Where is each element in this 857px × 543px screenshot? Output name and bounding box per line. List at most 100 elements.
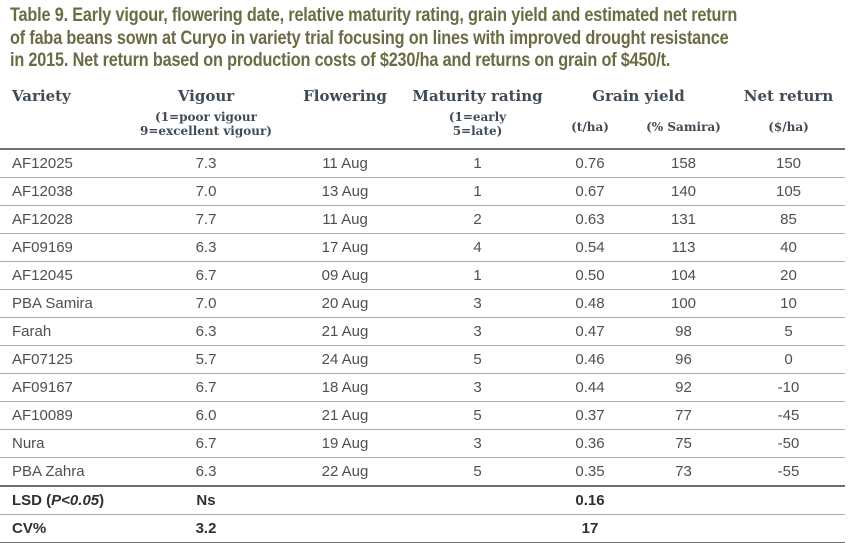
cell-empty xyxy=(732,486,845,515)
cell-net-return: 20 xyxy=(732,261,845,290)
table-row: AF07125 5.7 24 Aug 5 0.46 96 0 xyxy=(0,345,845,374)
cell-empty xyxy=(280,514,410,543)
cell-net-return: 10 xyxy=(732,289,845,318)
cell-flowering: 09 Aug xyxy=(280,261,410,290)
cell-net-return: 150 xyxy=(732,149,845,178)
cell-vigour: 6.7 xyxy=(132,373,280,402)
cell-empty xyxy=(732,514,845,543)
lsd-row: LSD (P<0.05) Ns 0.16 xyxy=(0,486,845,515)
cell-flowering: 21 Aug xyxy=(280,317,410,346)
lsd-label-suffix: ) xyxy=(99,492,105,509)
cell-maturity: 5 xyxy=(410,457,545,487)
cell-maturity: 4 xyxy=(410,233,545,262)
cell-variety: AF09169 xyxy=(0,233,132,262)
cell-empty xyxy=(410,514,545,543)
cell-vigour: 7.3 xyxy=(132,149,280,178)
cell-maturity: 3 xyxy=(410,289,545,318)
header-unit-dollars-ha: ($/ha) xyxy=(732,108,845,150)
cell-maturity: 3 xyxy=(410,317,545,346)
cell-net-return: -55 xyxy=(732,457,845,487)
header-maturity-scale: (1=early 5=late) xyxy=(410,108,545,150)
header-unit-t-ha: (t/ha) xyxy=(545,108,635,150)
cell-yield-t-ha: 0.63 xyxy=(545,205,635,234)
header-row-sub: (1=poor vigour 9=excellent vigour) (1=ea… xyxy=(0,108,845,150)
cell-yield-t-ha: 0.35 xyxy=(545,457,635,487)
header-row-main: Variety Vigour Flowering Maturity rating… xyxy=(0,84,845,150)
caption-line-1: Table 9. Early vigour, flowering date, r… xyxy=(10,5,738,26)
cell-net-return: 40 xyxy=(732,233,845,262)
cell-maturity: 1 xyxy=(410,149,545,178)
table-row: AF10089 6.0 21 Aug 5 0.37 77 -45 xyxy=(0,401,845,430)
cell-flowering: 17 Aug xyxy=(280,233,410,262)
cell-cv-yield: 17 xyxy=(545,514,635,543)
caption-line-3: in 2015. Net return based on production … xyxy=(10,50,671,71)
cell-cv-label: CV% xyxy=(0,514,132,543)
header-flowering: Flowering xyxy=(280,84,410,150)
caption-line-2: of faba beans sown at Curyo in variety t… xyxy=(10,27,729,49)
cell-yield-t-ha: 0.36 xyxy=(545,429,635,458)
cell-flowering: 18 Aug xyxy=(280,373,410,402)
cell-net-return: 105 xyxy=(732,177,845,206)
table-row: AF09169 6.3 17 Aug 4 0.54 113 40 xyxy=(0,233,845,262)
cell-pct-samira: 104 xyxy=(635,261,732,290)
table-row: AF12028 7.7 11 Aug 2 0.63 131 85 xyxy=(0,205,845,234)
header-maturity-rating: Maturity rating xyxy=(412,87,543,105)
table-row: PBA Samira 7.0 20 Aug 3 0.48 100 10 xyxy=(0,289,845,318)
cell-flowering: 11 Aug xyxy=(280,149,410,178)
cell-flowering: 22 Aug xyxy=(280,457,410,487)
cell-flowering: 13 Aug xyxy=(280,177,410,206)
cell-yield-t-ha: 0.67 xyxy=(545,177,635,206)
cell-yield-t-ha: 0.47 xyxy=(545,317,635,346)
cell-vigour: 6.3 xyxy=(132,233,280,262)
header-variety: Variety xyxy=(0,84,132,150)
header-vigour: Vigour xyxy=(177,87,235,105)
cell-vigour: 6.3 xyxy=(132,317,280,346)
cell-flowering: 21 Aug xyxy=(280,401,410,430)
variety-trial-table: Variety Vigour Flowering Maturity rating… xyxy=(0,84,845,543)
cell-flowering: 11 Aug xyxy=(280,205,410,234)
cell-net-return: 85 xyxy=(732,205,845,234)
cell-maturity: 5 xyxy=(410,401,545,430)
cell-yield-t-ha: 0.54 xyxy=(545,233,635,262)
cell-variety: AF09167 xyxy=(0,373,132,402)
cell-flowering: 19 Aug xyxy=(280,429,410,458)
cell-yield-t-ha: 0.76 xyxy=(545,149,635,178)
cell-net-return: -10 xyxy=(732,373,845,402)
table-body: AF12025 7.3 11 Aug 1 0.76 158 150 AF1203… xyxy=(0,149,845,543)
cell-net-return: -45 xyxy=(732,401,845,430)
cell-yield-t-ha: 0.46 xyxy=(545,345,635,374)
cell-pct-samira: 77 xyxy=(635,401,732,430)
table-row: AF12025 7.3 11 Aug 1 0.76 158 150 xyxy=(0,149,845,178)
header-unit-pct-samira: (% Samira) xyxy=(635,108,732,150)
cell-pct-samira: 100 xyxy=(635,289,732,318)
cell-pct-samira: 98 xyxy=(635,317,732,346)
table-header: Variety Vigour Flowering Maturity rating… xyxy=(0,84,845,150)
table-row: AF12045 6.7 09 Aug 1 0.50 104 20 xyxy=(0,261,845,290)
lsd-label-pvalue: P<0.05 xyxy=(51,492,100,509)
table-caption: Table 9. Early vigour, flowering date, r… xyxy=(10,5,737,73)
cell-maturity: 3 xyxy=(410,429,545,458)
cell-yield-t-ha: 0.44 xyxy=(545,373,635,402)
cell-pct-samira: 92 xyxy=(635,373,732,402)
cell-pct-samira: 75 xyxy=(635,429,732,458)
cell-variety: PBA Zahra xyxy=(0,457,132,487)
cell-pct-samira: 158 xyxy=(635,149,732,178)
cell-yield-t-ha: 0.37 xyxy=(545,401,635,430)
table-row: Nura 6.7 19 Aug 3 0.36 75 -50 xyxy=(0,429,845,458)
header-grain-yield: Grain yield xyxy=(592,87,685,105)
lsd-label-prefix: LSD ( xyxy=(12,492,52,509)
cell-vigour: 6.7 xyxy=(132,429,280,458)
cell-flowering: 20 Aug xyxy=(280,289,410,318)
cell-empty xyxy=(410,486,545,515)
table-row: PBA Zahra 6.3 22 Aug 5 0.35 73 -55 xyxy=(0,457,845,487)
cell-variety: PBA Samira xyxy=(0,289,132,318)
table-row: AF09167 6.7 18 Aug 3 0.44 92 -10 xyxy=(0,373,845,402)
header-vigour-scale: (1=poor vigour 9=excellent vigour) xyxy=(132,108,280,150)
cell-net-return: 5 xyxy=(732,317,845,346)
cell-variety: AF12025 xyxy=(0,149,132,178)
cell-pct-samira: 140 xyxy=(635,177,732,206)
cell-maturity: 2 xyxy=(410,205,545,234)
cell-maturity: 3 xyxy=(410,373,545,402)
cell-vigour: 6.3 xyxy=(132,457,280,487)
cell-vigour: 7.0 xyxy=(132,289,280,318)
